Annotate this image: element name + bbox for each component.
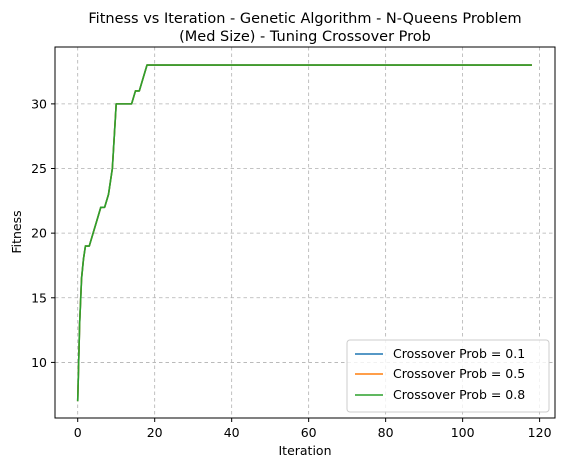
y-tick-label: 25 [31, 161, 47, 176]
plot-frame [54, 46, 556, 419]
x-tick-label: 60 [301, 425, 317, 440]
legend-label-crossover-0.1: Crossover Prob = 0.1 [393, 346, 525, 361]
chart-title-line-2: (Med Size) - Tuning Crossover Prob [179, 29, 431, 45]
y-axis-ticks: 10 15 20 25 30 [31, 96, 55, 370]
legend-box [346, 339, 550, 413]
legend: Crossover Prob = 0.1 Crossover Prob = 0.… [346, 339, 550, 413]
x-tick-label: 40 [224, 425, 240, 440]
y-axis-label: Fitness [9, 210, 24, 253]
y-tick-label: 15 [31, 290, 47, 305]
legend-label-crossover-0.8: Crossover Prob = 0.8 [393, 387, 525, 402]
y-tick-label: 10 [31, 355, 47, 370]
chart-title-line-1: Fitness vs Iteration - Genetic Algorithm… [88, 11, 521, 27]
legend-label-crossover-0.5: Crossover Prob = 0.5 [393, 366, 525, 381]
y-tick-label: 20 [31, 226, 47, 241]
series-lines [76, 64, 532, 402]
y-gridlines [55, 103, 555, 363]
x-axis-label: Iteration [278, 443, 331, 458]
x-tick-label: 100 [451, 425, 475, 440]
x-gridlines [77, 47, 541, 418]
x-tick-label: 120 [528, 425, 552, 440]
x-axis-ticks: 0 20 40 60 80 100 120 [74, 418, 552, 440]
y-tick-label: 30 [31, 96, 47, 111]
x-tick-label: 20 [147, 425, 163, 440]
series-line-3 [76, 64, 532, 402]
x-tick-label: 0 [74, 425, 82, 440]
x-tick-label: 80 [378, 425, 394, 440]
